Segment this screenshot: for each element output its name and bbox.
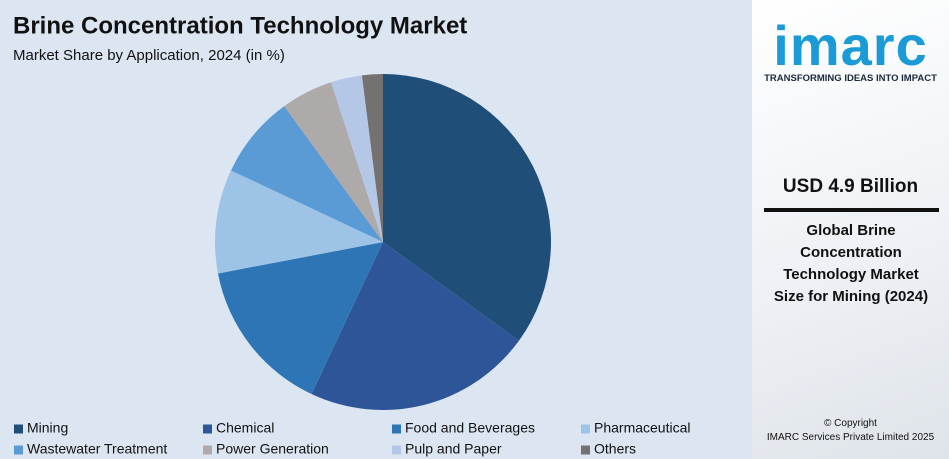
pie-slice	[217, 242, 383, 395]
legend-label: Mining	[27, 420, 68, 436]
legend-label: Others	[594, 441, 636, 457]
description: Global Brine Concentration Technology Ma…	[773, 222, 929, 305]
chart: Brine Concentration Technology Market Ma…	[13, 12, 691, 457]
legend-swatch	[581, 424, 590, 434]
legend-swatch	[14, 424, 23, 434]
side-panel: imarc TRANSFORMING IDEAS INTO IMPACT USD…	[752, 0, 949, 459]
legend-label: Power Generation	[216, 441, 329, 457]
pie-slice	[230, 106, 383, 242]
pie-slice	[311, 242, 519, 410]
headline: USD 4.9 Billion	[782, 176, 919, 197]
pie-slice	[383, 74, 552, 341]
legend-label: Pharmaceutical	[594, 420, 691, 436]
pie-slice	[214, 170, 383, 274]
chart-subtitle: Market Share by Application, 2024 (in %)	[13, 47, 285, 64]
legend-label: Chemical	[216, 420, 274, 436]
legend-label: Wastewater Treatment	[27, 441, 167, 457]
pie-slice	[331, 75, 383, 242]
legend-swatch	[392, 424, 401, 434]
legend-label: Food and Beverages	[405, 420, 535, 436]
company: IMARC Services Private Limited 2025	[766, 432, 935, 443]
pie-slice	[361, 74, 383, 242]
chart-title: Brine Concentration Technology Market	[13, 12, 467, 39]
divider	[764, 208, 939, 212]
legend-swatch	[203, 424, 212, 434]
legend-swatch	[392, 445, 401, 455]
legend-swatch	[203, 445, 212, 455]
pie-slice	[284, 82, 383, 242]
tagline: TRANSFORMING IDEAS INTO IMPACT	[764, 73, 937, 84]
legend-swatch	[14, 445, 23, 455]
copyright: © Copyright	[824, 418, 877, 429]
logo: imarc	[773, 14, 928, 77]
legend-label: Pulp and Paper	[405, 441, 502, 457]
legend-swatch	[581, 445, 590, 455]
